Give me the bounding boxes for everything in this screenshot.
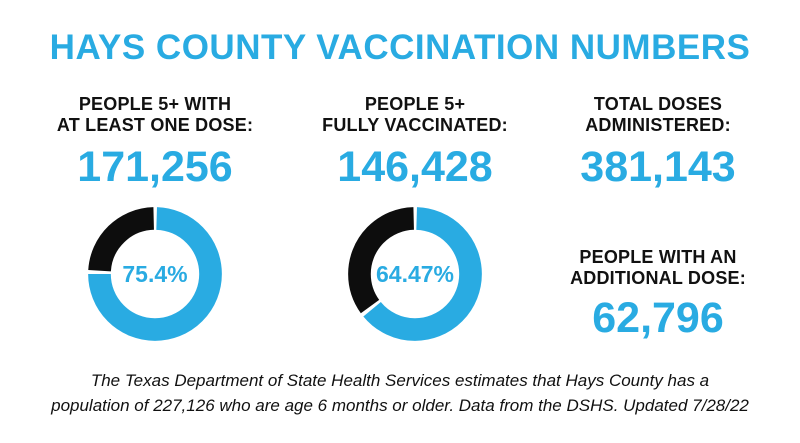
stat-additional-dose-value: 62,796 xyxy=(592,294,724,342)
stat-fully-vaccinated-label-line1: PEOPLE 5+ xyxy=(364,94,466,114)
stat-total-doses-label: TOTAL DOSES ADMINISTERED: xyxy=(528,94,788,136)
donut-chart-one-dose: 75.4% xyxy=(87,206,223,342)
stat-total-doses-label-line2: ADMINISTERED: xyxy=(585,115,731,135)
stat-one-dose-label-line2: AT LEAST ONE DOSE: xyxy=(56,115,254,135)
footer-note: The Texas Department of State Health Ser… xyxy=(0,368,800,418)
donut-chart-fully-vaccinated-svg xyxy=(348,207,482,341)
stat-fully-vaccinated-label: PEOPLE 5+ FULLY VACCINATED: xyxy=(285,94,545,136)
infographic-title: HAYS COUNTY VACCINATION NUMBERS xyxy=(49,28,751,67)
stat-additional-dose-label: PEOPLE WITH AN ADDITIONAL DOSE: xyxy=(528,247,788,289)
stat-additional-dose: PEOPLE WITH AN ADDITIONAL DOSE: 62,796 xyxy=(528,247,788,341)
donut-fully-vaccinated-percent-label: 64.47% xyxy=(375,260,454,287)
stat-column-right: TOTAL DOSES ADMINISTERED: 381,143 PEOPLE… xyxy=(528,94,788,341)
donut-one-dose-percent-label: 75.4% xyxy=(122,260,188,287)
stat-total-doses-value: 381,143 xyxy=(580,143,736,191)
stat-total-doses: TOTAL DOSES ADMINISTERED: 381,143 xyxy=(528,94,788,190)
footer-note-line2: population of 227,126 who are age 6 mont… xyxy=(51,396,749,415)
donut-chart-fully-vaccinated: 64.47% xyxy=(347,206,483,342)
stat-one-dose-value: 171,256 xyxy=(77,143,233,191)
stat-one-dose-label-line1: PEOPLE 5+ WITH xyxy=(78,94,232,114)
donut-chart-one-dose-svg xyxy=(88,207,222,341)
stat-one-dose: PEOPLE 5+ WITH AT LEAST ONE DOSE: 171,25… xyxy=(25,94,285,342)
stat-additional-dose-label-line1: PEOPLE WITH AN xyxy=(579,247,737,267)
stat-additional-dose-label-line2: ADDITIONAL DOSE: xyxy=(570,268,746,288)
stat-fully-vaccinated-value: 146,428 xyxy=(337,143,493,191)
stat-fully-vaccinated: PEOPLE 5+ FULLY VACCINATED: 146,428 64.4… xyxy=(285,94,545,342)
stat-total-doses-label-line1: TOTAL DOSES xyxy=(593,94,723,114)
stat-fully-vaccinated-label-line2: FULLY VACCINATED: xyxy=(322,115,508,135)
stat-one-dose-label: PEOPLE 5+ WITH AT LEAST ONE DOSE: xyxy=(25,94,285,136)
footer-note-line1: The Texas Department of State Health Ser… xyxy=(90,371,710,390)
